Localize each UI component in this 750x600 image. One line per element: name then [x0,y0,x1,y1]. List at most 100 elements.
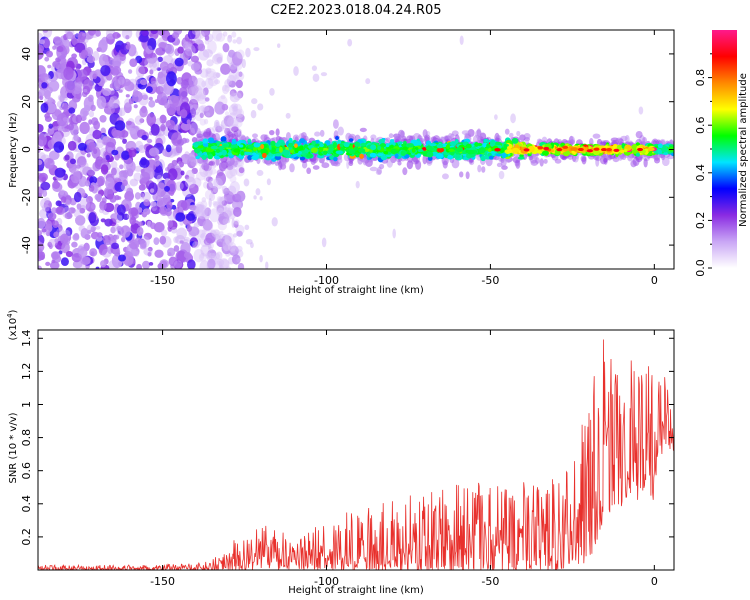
spectrogram-cell [213,177,224,190]
spectrogram-cell [116,225,122,231]
spectrogram-cell [252,146,258,152]
spectrogram-cell [205,147,213,153]
spectrogram-cell [213,79,221,85]
spectrogram-cell [235,190,246,202]
spectrogram-cell [269,87,275,96]
spectrogram-cell [360,142,367,147]
spectrogram-cell [385,137,391,142]
spectrogram-cell [204,218,211,225]
spectrogram-cell [184,236,190,242]
spectrogram-cell [61,242,70,254]
colorbar-ticks: 0.0 0.2 0.4 0.6 0.8 [694,53,712,277]
spectrogram-cell [319,129,325,137]
spectrogram-cell [150,30,159,35]
spectrogram-cell [222,239,231,252]
spectrogram-cell [231,126,239,133]
spectrogram-cell [224,111,230,117]
spectrogram-cell [265,261,269,269]
spectrogram-cell [507,149,514,154]
spectrogram-cell [196,145,204,149]
spectrogram-cell [205,67,212,74]
spectrogram-cell [238,71,243,77]
spectrogram-cell [237,262,245,269]
spectrogram-x-label: Height of straight line (km) [288,285,424,296]
spectrogram-cell [227,79,232,86]
spectrogram-cell [226,208,236,216]
spectrogram-cell [245,47,251,58]
spectrogram-cell [212,200,218,206]
spectrogram-cell [392,228,396,239]
spectrogram-cell [196,94,202,101]
spectrogram-cell [185,169,195,183]
spectrogram-cell [178,206,183,213]
spectrogram-cell [227,34,233,43]
spectrogram-cell [204,207,212,217]
snr-x-label: Height of straight line (km) [288,585,424,596]
colorbar-tick-label: 0.6 [694,116,707,134]
spectrogram-cell [451,158,460,169]
spectrogram-cell [100,260,107,268]
spectrogram-cell [60,196,67,203]
spectrogram-cell [306,153,314,159]
spectrogram-cell [128,69,133,74]
spectrogram-cell [133,104,138,109]
spectrogram-cell [229,90,235,98]
spectrogram-cell [229,175,237,183]
spectrogram-cell [244,224,250,231]
spectrogram-cell [38,172,48,182]
spectrogram-cell [501,165,508,170]
spectrogram-cell [164,185,170,192]
spectrogram-cell [294,147,299,154]
spectrogram-cell [455,146,464,153]
spectrogram-cell [128,141,136,151]
spectrogram-cell [136,226,144,236]
spectrogram-cell [311,140,316,146]
spectrogram-cell [138,184,146,191]
spectrogram-cell [155,117,162,126]
spectrogram-cell [82,110,89,116]
spectrogram-cell [199,118,207,126]
spectrogram-cell [222,188,229,195]
spectrogram-cell [157,73,167,85]
spectrogram-cell [47,64,52,69]
spectrogram-cell [447,154,454,160]
spectrogram-cell [46,103,57,114]
spectrogram-cell [134,165,143,172]
spectrogram-cell [122,251,134,267]
spectrogram-cell [231,51,243,66]
spectrogram-cell [54,167,66,178]
spectrogram-cell [50,251,61,260]
spectrogram-cell [213,188,219,193]
spectrogram-cell [194,88,206,101]
spectrogram-cell [179,109,188,119]
spectrogram-cell [332,119,339,129]
spectrogram-cell [216,56,223,64]
spectrogram-cell [156,67,162,71]
spectrogram-cell [370,134,377,140]
spectrogram-cell [209,208,220,223]
spectrogram-cell [40,102,49,113]
spectrogram-cell [339,146,345,151]
spectrogram-cell [194,158,199,164]
spectrogram-cell [201,229,207,235]
spectrogram-cell [68,207,76,214]
spectrogram-cell [174,181,184,191]
spectrogram-cell [657,148,662,155]
spectrogram-cell [141,134,148,141]
spectrogram-cell [271,217,278,227]
spectrogram-cell [448,148,455,153]
spectrogram-cell [192,241,200,249]
spectrogram-cell [223,204,231,211]
spectrogram-cell [171,204,177,210]
spectrogram-cell [216,169,224,177]
spectrogram-cell [412,141,419,147]
spectrogram-cell [299,138,306,144]
spectrogram-cell [139,118,145,124]
y-tick-label: 0.8 [20,429,33,447]
spectrogram-cell [233,148,241,153]
spectrogram-cell [125,34,130,40]
spectrogram-cell [274,155,282,160]
spectrogram-cell [478,147,486,154]
spectrogram-cell [315,143,320,147]
spectrogram-cell [103,105,115,115]
